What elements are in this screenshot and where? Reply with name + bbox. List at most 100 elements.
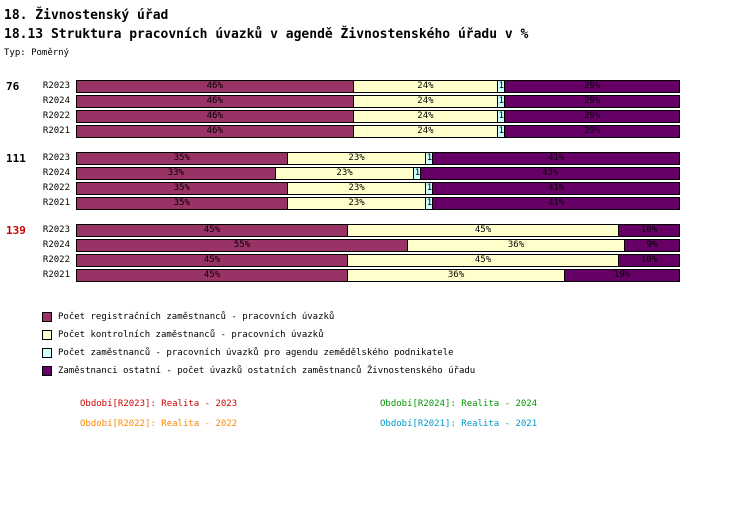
segment-value-label: 1 [498,111,505,121]
segment-value-label: 9% [646,240,658,250]
bar-segment-ostatni: 10% [618,225,679,236]
bar-segment-kontrolni: 24% [352,96,498,107]
bar-group: 111 R2023 35% 23% 1 41% R2024 33% 23% 1 43% R2022 35… [0,152,680,210]
bar-segment-registracni: 46% [77,96,353,107]
segment-value-label: 36% [447,270,465,280]
bar-track: 46% 24% 1 29% [76,110,680,123]
bar-track: 46% 24% 1 29% [76,95,680,108]
bar-segment-registracni: 45% [77,225,347,236]
stacked-bar-chart: 76 R2023 46% 24% 1 29% R2024 46% 24% 1 29% R2022 46%… [0,80,750,282]
bar-segment-registracni: 46% [77,111,353,122]
bar-segment-kontrolni: 24% [352,111,498,122]
bar-segment-registracni: 35% [77,198,287,209]
bar-segment-kontrolni: 45% [347,225,618,236]
bar-segment-kontrolni: 23% [286,183,426,194]
bar-row: R2021 35% 23% 1 41% [0,197,680,210]
bar-track: 46% 24% 1 29% [76,80,680,93]
group-count-label [0,239,34,252]
bar-segment-zemedelsky: 1 [413,168,421,179]
segment-value-label: 1 [426,198,433,208]
row-period-label: R2024 [42,240,70,250]
period-label: Období[R2024]: Realita - 2024 [380,399,538,409]
segment-value-label: 35% [173,198,190,208]
bar-segment-ostatni: 41% [432,183,679,194]
bar-segment-kontrolni: 23% [286,153,426,164]
group-count-label: 139 [6,224,26,237]
legend-item: Zaměstnanci ostatní - počet úvazků ostat… [42,362,750,380]
bar-segment-ostatni: 29% [504,96,679,107]
bar-segment-registracni: 55% [77,240,407,251]
group-count-label [0,197,34,210]
segment-value-label: 45% [203,225,221,235]
legend-label: Zaměstnanci ostatní - počet úvazků ostat… [58,366,476,376]
segment-value-label: 33% [167,168,184,178]
legend-label: Počet registračních zaměstnanců - pracov… [58,312,335,322]
segment-value-label: 1 [498,96,505,106]
segment-value-label: 29% [584,96,601,106]
segment-value-label: 24% [417,126,434,136]
bar-track: 35% 23% 1 41% [76,197,680,210]
bar-segment-registracni: 45% [77,255,347,266]
type-label: Typ: Poměrný [4,48,70,58]
row-period-label: R2022 [42,111,70,121]
bar-row: 76 R2023 46% 24% 1 29% [0,80,680,93]
bar-segment-ostatni: 41% [432,198,679,209]
bar-segment-registracni: 46% [77,81,353,92]
legend-label: Počet kontrolních zaměstnanců - pracovní… [58,330,324,340]
segment-value-label: 23% [348,153,365,163]
bar-track: 55% 36% 9% [76,239,680,252]
bar-segment-ostatni: 10% [618,255,679,266]
legend-color-swatch-icon [42,312,52,322]
bar-segment-zemedelsky: 1 [497,126,505,137]
period-label: Období[R2022]: Realita - 2022 [80,419,238,429]
segment-value-label: 55% [233,240,251,250]
bar-track: 45% 45% 10% [76,224,680,237]
bar-segment-kontrolni: 36% [347,270,564,281]
row-period-label: R2023 [42,81,70,91]
segment-value-label: 1 [426,153,433,163]
bar-segment-ostatni: 9% [624,240,679,251]
bar-segment-registracni: 46% [77,126,353,137]
bar-segment-zemedelsky: 1 [425,183,433,194]
bar-segment-registracni: 45% [77,270,347,281]
bar-segment-registracni: 35% [77,153,287,164]
group-count-label: 111 [6,152,26,165]
bar-row: R2024 33% 23% 1 43% [0,167,680,180]
legend-item: Počet registračních zaměstnanců - pracov… [42,308,750,326]
bar-track: 46% 24% 1 29% [76,125,680,138]
segment-value-label: 1 [426,183,433,193]
bar-segment-kontrolni: 24% [352,126,498,137]
bar-row: 139 R2023 45% 45% 10% [0,224,680,237]
row-period-label: R2023 [42,153,70,163]
bar-segment-kontrolni: 23% [274,168,414,179]
row-period-label: R2023 [42,225,70,235]
bar-row: R2022 45% 45% 10% [0,254,680,267]
legend-item: Počet kontrolních zaměstnanců - pracovní… [42,326,750,344]
segment-value-label: 10% [640,225,658,235]
segment-value-label: 10% [640,255,658,265]
segment-value-label: 41% [548,198,565,208]
group-count-label [0,254,34,267]
group-count-label [0,110,34,123]
segment-value-label: 36% [507,240,525,250]
segment-value-label: 24% [417,96,434,106]
segment-value-label: 45% [474,255,492,265]
legend-color-swatch-icon [42,330,52,340]
legend-color-swatch-icon [42,348,52,358]
bar-segment-kontrolni: 23% [286,198,426,209]
segment-value-label: 41% [548,183,565,193]
segment-value-label: 46% [206,81,223,91]
bar-segment-ostatni: 29% [504,81,679,92]
segment-value-label: 23% [348,198,365,208]
segment-value-label: 45% [203,255,221,265]
row-period-label: R2021 [42,198,70,208]
page-title: 18. Živnostenský úřad [4,8,169,23]
bar-segment-kontrolni: 24% [352,81,498,92]
segment-value-label: 24% [417,111,434,121]
bar-row: R2022 46% 24% 1 29% [0,110,680,123]
group-count-label [0,167,34,180]
group-count-label [0,182,34,195]
row-period-label: R2024 [42,96,70,106]
bar-row: R2021 46% 24% 1 29% [0,125,680,138]
bar-track: 45% 36% 19% [76,269,680,282]
